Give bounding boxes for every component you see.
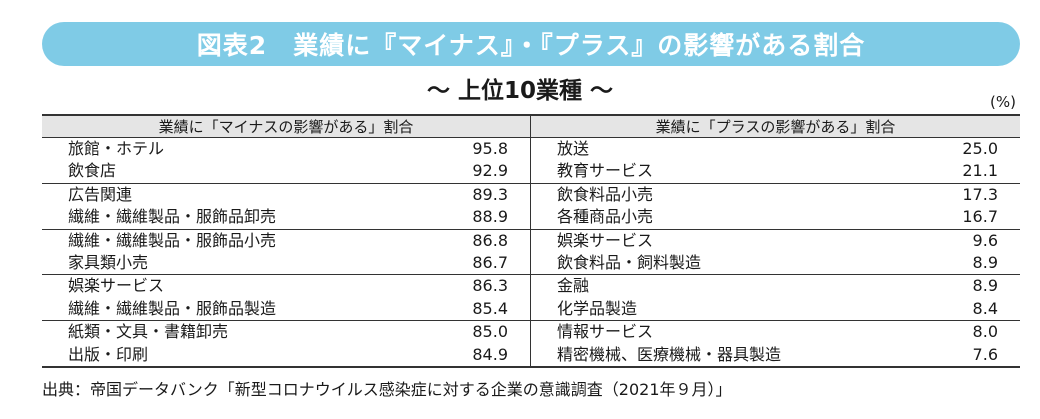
row-group: 広告関連 89.3 繊維・繊維製品・服飾品卸売 88.9: [42, 184, 530, 230]
plus-impact-column: 業績に「プラスの影響がある」割合 放送 25.0 教育サービス 21.1 飲食料品小売 1…: [531, 116, 1020, 366]
percentage-value: 95.8: [472, 139, 508, 158]
table-row: 繊維・繊維製品・服飾品製造 85.4: [42, 298, 530, 320]
row-group: 金融 8.9 化学品製造 8.4: [531, 275, 1020, 322]
percentage-value: 85.0: [472, 322, 508, 342]
industry-name: 飲食店: [68, 161, 117, 181]
row-group: 娯楽サービス 9.6 飲食料品・飼料製造 8.9: [531, 230, 1020, 276]
subtitle: ～ 上位10業種 ～: [426, 78, 614, 104]
table-row: 飲食料品小売 17.3: [531, 184, 1020, 206]
industry-name: 金融: [557, 276, 590, 296]
percentage-value: 92.9: [472, 161, 508, 181]
table-row: 教育サービス 21.1: [531, 160, 1020, 182]
percentage-value: 88.9: [472, 207, 508, 227]
row-group: 紙類・文具・書籍卸売 85.0 出版・印刷 84.9: [42, 321, 530, 366]
industry-name: 旅館・ホテル: [68, 139, 165, 158]
plus-impact-rows: 放送 25.0 教育サービス 21.1 飲食料品小売 17.3 各種商品小売 16.7 娯楽サー…: [531, 138, 1020, 366]
table-row: 飲食料品・飼料製造 8.9: [531, 252, 1020, 274]
percentage-value: 8.4: [972, 298, 998, 318]
industry-name: 家具類小売: [68, 252, 149, 272]
minus-impact-rows: 旅館・ホテル 95.8 飲食店 92.9 広告関連 89.3 繊維・繊維製品・服飾品卸売 88…: [42, 138, 530, 366]
percentage-value: 86.8: [472, 230, 508, 250]
percentage-value: 8.9: [972, 252, 998, 272]
table-row: 出版・印刷 84.9: [42, 344, 530, 366]
industry-name: 情報サービス: [557, 322, 654, 342]
table-row: 各種商品小売 16.7: [531, 206, 1020, 228]
table-row: 繊維・繊維製品・服飾品卸売 88.9: [42, 206, 530, 228]
percentage-value: 89.3: [472, 184, 508, 204]
percentage-value: 84.9: [472, 344, 508, 364]
plus-impact-header: 業績に「プラスの影響がある」割合: [531, 116, 1020, 138]
table-row: 娯楽サービス 86.3: [42, 275, 530, 297]
table-row: 繊維・繊維製品・服飾品小売 86.8: [42, 230, 530, 252]
percentage-value: 86.3: [472, 276, 508, 296]
industry-name: 教育サービス: [557, 161, 654, 181]
table-row: 放送 25.0: [531, 138, 1020, 160]
minus-impact-header: 業績に「マイナスの影響がある」割合: [42, 116, 530, 138]
industry-name: 繊維・繊維製品・服飾品製造: [68, 298, 277, 318]
industry-name: 飲食料品・飼料製造: [557, 252, 702, 272]
industry-name: 紙類・文具・書籍卸売: [68, 322, 229, 342]
table-row: 家具類小売 86.7: [42, 252, 530, 274]
industry-name: 娯楽サービス: [557, 230, 654, 250]
industry-name: 娯楽サービス: [68, 276, 165, 296]
percentage-value: 85.4: [472, 298, 508, 318]
table-row: 広告関連 89.3: [42, 184, 530, 206]
industry-name: 広告関連: [68, 184, 133, 204]
row-group: 繊維・繊維製品・服飾品小売 86.8 家具類小売 86.7: [42, 230, 530, 276]
percentage-value: 86.7: [472, 252, 508, 272]
minus-impact-column: 業績に「マイナスの影響がある」割合 旅館・ホテル 95.8 飲食店 92.9 広告関連 8…: [42, 116, 531, 366]
percentage-value: 17.3: [962, 184, 998, 204]
table-row: 化学品製造 8.4: [531, 298, 1020, 320]
industry-name: 繊維・繊維製品・服飾品卸売: [68, 207, 277, 227]
table-row: 旅館・ホテル 95.8: [42, 138, 530, 160]
ranking-table: 業績に「マイナスの影響がある」割合 旅館・ホテル 95.8 飲食店 92.9 広告関連 8…: [42, 114, 1020, 368]
percentage-value: 25.0: [962, 139, 998, 158]
table-row: 娯楽サービス 9.6: [531, 230, 1020, 252]
industry-name: 化学品製造: [557, 298, 638, 318]
table-row: 情報サービス 8.0: [531, 321, 1020, 343]
row-group: 娯楽サービス 86.3 繊維・繊維製品・服飾品製造 85.4: [42, 275, 530, 322]
percentage-value: 16.7: [962, 207, 998, 227]
table-row: 金融 8.9: [531, 275, 1020, 297]
row-group: 情報サービス 8.0 精密機械、医療機械・器具製造 7.6: [531, 321, 1020, 366]
industry-name: 繊維・繊維製品・服飾品小売: [68, 230, 277, 250]
table-row: 飲食店 92.9: [42, 160, 530, 182]
figure-title: 図表2 業績に『マイナス』・『プラス』の影響がある割合: [196, 31, 866, 60]
row-group: 旅館・ホテル 95.8 飲食店 92.9: [42, 138, 530, 184]
title-banner: 図表2 業績に『マイナス』・『プラス』の影響がある割合: [42, 22, 1020, 66]
table-row: 紙類・文具・書籍卸売 85.0: [42, 321, 530, 343]
industry-name: 飲食料品小売: [557, 184, 654, 204]
percentage-value: 9.6: [972, 230, 998, 250]
row-group: 放送 25.0 教育サービス 21.1: [531, 138, 1020, 184]
percentage-value: 8.0: [972, 322, 998, 342]
percentage-value: 7.6: [972, 344, 998, 364]
source-note: 出典：帝国データバンク「新型コロナウイルス感染症に対する企業の意識調査（2021…: [42, 380, 732, 399]
percentage-value: 8.9: [972, 276, 998, 296]
unit-label: (%): [990, 93, 1016, 111]
industry-name: 精密機械、医療機械・器具製造: [557, 344, 782, 364]
industry-name: 出版・印刷: [68, 344, 149, 364]
percentage-value: 21.1: [962, 161, 998, 181]
industry-name: 各種商品小売: [557, 207, 654, 227]
row-group: 飲食料品小売 17.3 各種商品小売 16.7: [531, 184, 1020, 230]
industry-name: 放送: [557, 139, 590, 158]
table-row: 精密機械、医療機械・器具製造 7.6: [531, 344, 1020, 366]
